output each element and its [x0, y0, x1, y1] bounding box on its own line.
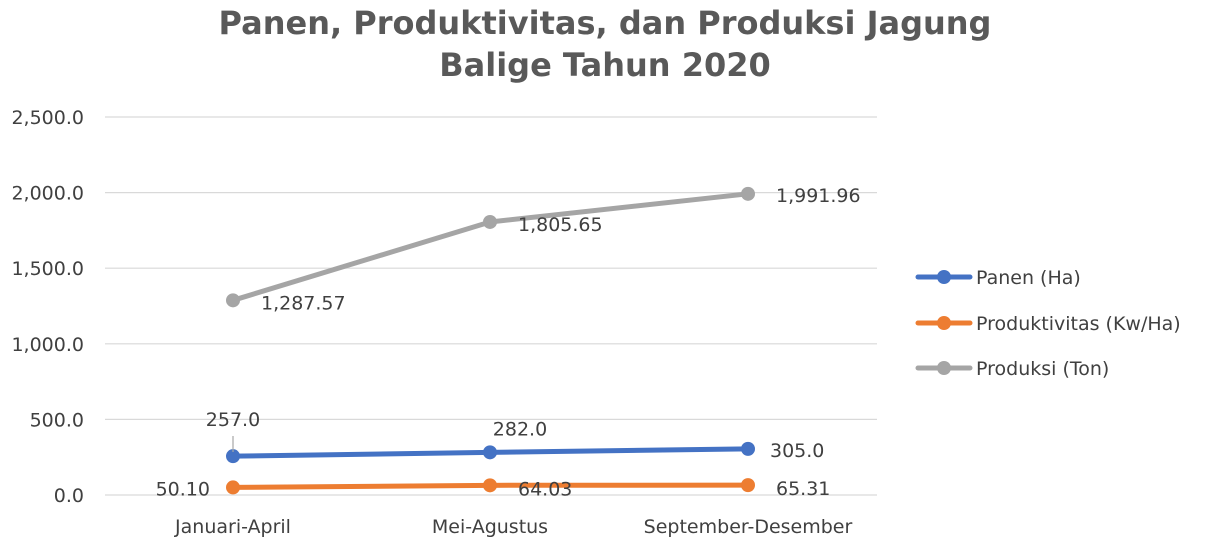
chart-title: Panen, Produktivitas, dan Produksi Jagun… — [0, 2, 1210, 86]
data-point-panen — [741, 441, 755, 456]
y-tick-label: 1,000.0 — [11, 334, 84, 356]
series-line-produksi — [230, 191, 751, 303]
data-labels: 257.0 282.0 305.0 50.10 64.03 65.31 1,287.57 1,… — [156, 185, 861, 501]
data-point-produksi — [483, 214, 497, 229]
data-point-produktivitas — [483, 478, 497, 493]
data-point-produksi — [226, 293, 240, 308]
series-layer — [226, 186, 755, 495]
x-tick-label: Januari-April — [174, 516, 291, 538]
data-point-produktivitas — [226, 480, 240, 495]
chart-title-line-1: Panen, Produktivitas, dan Produksi Jagun… — [218, 4, 992, 42]
y-tick-label: 500.0 — [30, 409, 84, 431]
y-tick-label: 1,500.0 — [11, 258, 84, 280]
legend-label-produktivitas: Produktivitas (Kw/Ha) — [976, 313, 1181, 335]
legend-marker-panen — [937, 270, 951, 284]
legend-label-panen: Panen (Ha) — [976, 267, 1081, 289]
x-tick-label: September-Desember — [644, 516, 853, 538]
y-tick-label: 2,500.0 — [11, 107, 84, 129]
data-label-panen: 257.0 — [206, 409, 260, 431]
y-axis-tick-labels: 0.0 500.0 1,000.0 1,500.0 2,000.0 2,500.0 — [11, 107, 84, 507]
legend-marker-produksi — [937, 361, 951, 375]
data-point-produksi — [741, 186, 755, 201]
data-point-panen — [483, 445, 497, 460]
data-label-panen: 305.0 — [770, 440, 824, 462]
x-axis-tick-labels: Januari-April Mei-Agustus September-Desemb… — [174, 516, 852, 538]
data-label-produktivitas: 65.31 — [776, 478, 830, 500]
data-label-produktivitas: 50.10 — [156, 478, 210, 500]
data-label-produksi: 1,805.65 — [518, 214, 603, 236]
chart-title-line-2: Balige Tahun 2020 — [439, 46, 771, 84]
data-label-produksi: 1,991.96 — [776, 185, 861, 207]
legend: Panen (Ha) Produktivitas (Kw/Ha) Produksi … — [915, 267, 1181, 380]
data-label-panen: 282.0 — [493, 418, 547, 440]
data-point-panen — [226, 449, 240, 464]
data-label-produksi: 1,287.57 — [261, 292, 346, 314]
x-tick-label: Mei-Agustus — [432, 516, 548, 538]
gridlines — [105, 116, 877, 496]
y-tick-label: 2,000.0 — [11, 183, 84, 205]
legend-label-produksi: Produksi (Ton) — [976, 358, 1109, 380]
legend-marker-produktivitas — [937, 316, 951, 330]
y-tick-label: 0.0 — [54, 485, 84, 507]
data-label-produktivitas: 64.03 — [518, 478, 572, 500]
data-point-produktivitas — [741, 478, 755, 493]
